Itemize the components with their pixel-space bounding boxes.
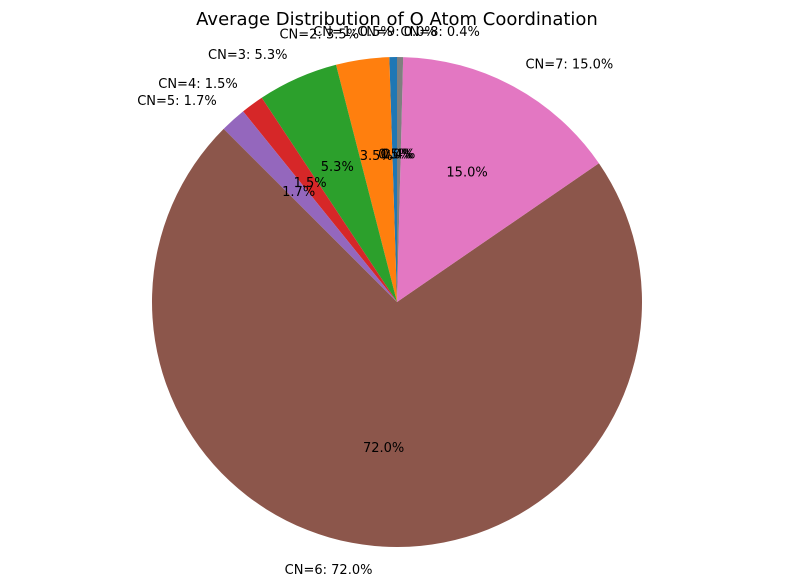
pie-slice-cn-1 <box>389 57 397 302</box>
slice-percent-cn-6: 72.0% <box>363 441 404 456</box>
pie-slice-cn-2 <box>336 57 397 302</box>
pie-slice-cn-4 <box>243 97 397 302</box>
slice-label-cn-5: CN=5: 1.7% <box>137 94 217 109</box>
slice-label-cn-4: CN=4: 1.5% <box>158 77 238 92</box>
slice-label-cn-1: CN=1: 0.5% <box>313 25 393 40</box>
pie-slice-cn-5 <box>223 111 397 302</box>
slice-label-cn-6: CN=6: 72.0% <box>285 563 373 578</box>
chart-title: Average Distribution of O Atom Coordinat… <box>196 9 598 30</box>
slice-label-cn-9: CN=9: 0.0% <box>357 25 437 40</box>
slice-percent-cn-9: 0.0% <box>380 148 413 163</box>
slice-label-cn-7: CN=7: 15.0% <box>525 58 613 73</box>
pie-slice-cn-7 <box>397 57 599 302</box>
slice-percent-cn-2: 3.5% <box>360 149 393 164</box>
slice-label-cn-8: CN=8: 0.4% <box>400 25 480 40</box>
pie-percent-labels: 0.5%3.5% 5.3%1.5%1.7% 72.0% 15.0% 0.4%0.0% <box>282 148 488 456</box>
pie-outer-labels: CN=1: 0.5%CN=2: 3.5% CN=3: 5.3% CN=4: 1.5%… <box>137 25 613 578</box>
slice-percent-cn-8: 0.4% <box>382 148 415 163</box>
slice-percent-cn-3: 5.3% <box>321 160 354 175</box>
slice-percent-cn-7: 15.0% <box>446 165 487 180</box>
pie-slice-cn-3 <box>261 64 397 302</box>
slice-percent-cn-1: 0.5% <box>378 148 411 163</box>
pie-slice-cn-8 <box>397 57 404 302</box>
slice-label-cn-3: CN=3: 5.3% <box>208 48 288 63</box>
slice-label-cn-2: CN=2: 3.5% <box>279 28 359 43</box>
slice-percent-cn-4: 1.5% <box>294 176 327 191</box>
pie-slices <box>151 57 643 548</box>
pie-slice-cn-6 <box>151 128 643 548</box>
slice-percent-cn-5: 1.7% <box>282 185 315 200</box>
